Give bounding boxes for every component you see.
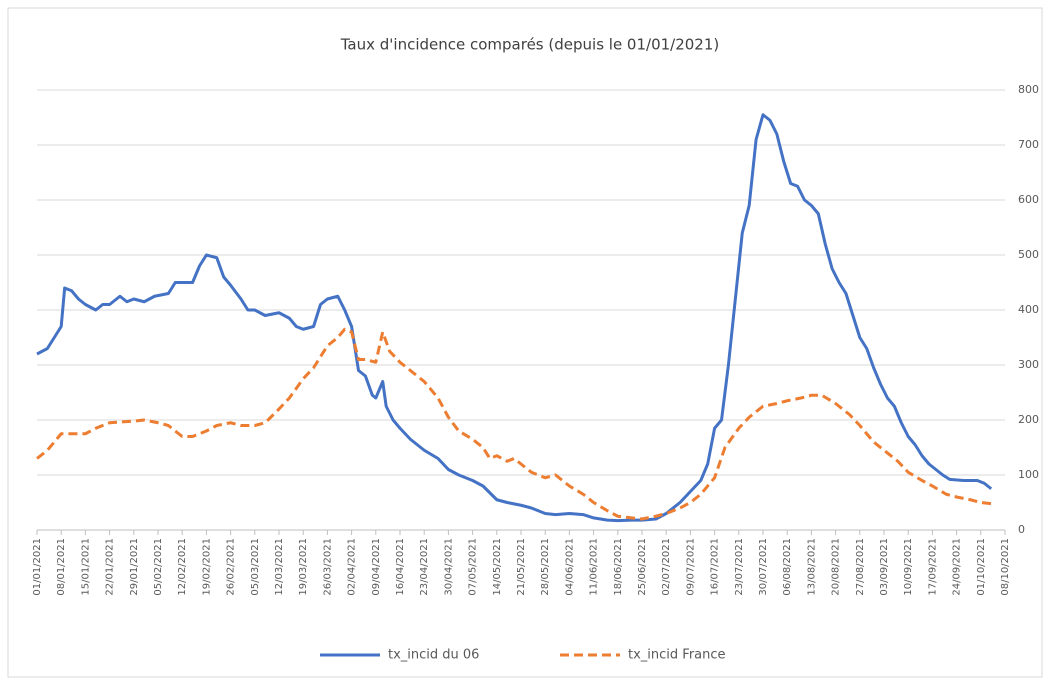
y-tick-label: 800 — [1018, 83, 1039, 96]
x-tick-label: 19/02/2021 — [201, 538, 212, 596]
x-tick-label: 12/02/2021 — [177, 538, 188, 596]
x-tick-label: 02/07/2021 — [661, 538, 672, 596]
series-line — [36, 327, 992, 521]
x-tick-label: 08/10/2021 — [1000, 538, 1011, 596]
y-tick-label: 0 — [1018, 523, 1025, 536]
x-tick-label: 28/05/2021 — [540, 538, 551, 596]
y-tick-label: 600 — [1018, 193, 1039, 206]
x-tick-label: 02/04/2021 — [347, 538, 358, 596]
x-tick-label: 25/06/2021 — [637, 538, 648, 596]
x-tick-label: 19/03/2021 — [298, 538, 309, 596]
x-tick-label: 03/09/2021 — [879, 538, 890, 596]
x-tick-label: 24/09/2021 — [952, 538, 963, 596]
x-tick-label: 20/08/2021 — [831, 538, 842, 596]
legend-label: tx_incid du 06 — [388, 648, 479, 663]
x-tick-label: 30/07/2021 — [758, 538, 769, 596]
x-tick-label: 01/10/2021 — [976, 538, 987, 596]
x-tick-label: 14/05/2021 — [492, 538, 503, 596]
series-line — [36, 113, 993, 523]
y-tick-label: 400 — [1018, 303, 1039, 316]
x-tick-label: 05/03/2021 — [250, 538, 261, 596]
x-tick-label: 29/01/2021 — [129, 538, 140, 596]
x-tick-label: 26/03/2021 — [322, 538, 333, 596]
x-tick-label: 11/06/2021 — [589, 538, 600, 596]
y-tick-label: 200 — [1018, 413, 1039, 426]
x-tick-label: 21/05/2021 — [516, 538, 527, 596]
x-tick-label: 15/01/2021 — [80, 538, 91, 596]
x-tick-label: 17/09/2021 — [927, 538, 938, 596]
x-tick-label: 08/01/2021 — [56, 538, 67, 596]
chart-frame — [7, 7, 1043, 678]
x-tick-label: 13/08/2021 — [806, 538, 817, 596]
x-tick-label: 06/08/2021 — [782, 538, 793, 596]
x-tick-label: 26/02/2021 — [226, 538, 237, 596]
x-tick-label: 23/04/2021 — [419, 538, 430, 596]
x-tick-label: 04/06/2021 — [564, 538, 575, 596]
x-tick-label: 16/07/2021 — [710, 538, 721, 596]
y-tick-label: 100 — [1018, 468, 1039, 481]
x-tick-label: 09/07/2021 — [685, 538, 696, 596]
legend-label: tx_incid France — [628, 648, 726, 663]
x-tick-label: 05/02/2021 — [153, 538, 164, 596]
chart-title: Taux d'incidence comparés (depuis le 01/… — [340, 36, 720, 54]
y-tick-label: 700 — [1018, 138, 1039, 151]
x-tick-label: 16/04/2021 — [395, 538, 406, 596]
x-tick-label: 23/07/2021 — [734, 538, 745, 596]
x-tick-label: 22/01/2021 — [105, 538, 116, 596]
x-tick-label: 27/08/2021 — [855, 538, 866, 596]
x-tick-label: 01/01/2021 — [32, 538, 43, 596]
x-tick-label: 30/04/2021 — [443, 538, 454, 596]
x-tick-label: 12/03/2021 — [274, 538, 285, 596]
x-tick-label: 09/04/2021 — [371, 538, 382, 596]
x-tick-label: 10/09/2021 — [903, 538, 914, 596]
x-tick-label: 07/05/2021 — [468, 538, 479, 596]
y-tick-label: 300 — [1018, 358, 1039, 371]
x-tick-label: 18/06/2021 — [613, 538, 624, 596]
y-tick-label: 500 — [1018, 248, 1039, 261]
